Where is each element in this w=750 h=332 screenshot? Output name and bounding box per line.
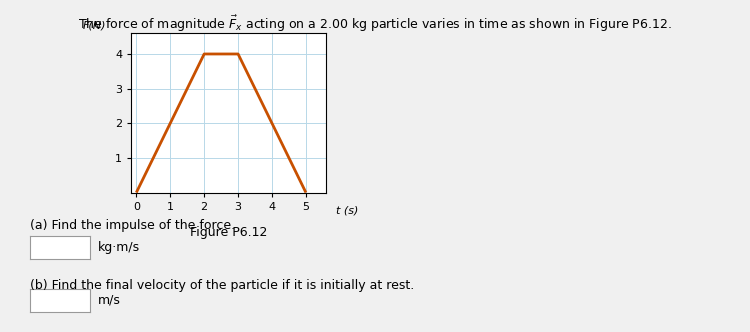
Text: t (s): t (s) (336, 205, 358, 215)
Text: The force of magnitude $\vec{F}_x$ acting on a 2.00 kg particle varies in time a: The force of magnitude $\vec{F}_x$ actin… (78, 13, 672, 34)
Text: (a) Find the impulse of the force.: (a) Find the impulse of the force. (30, 219, 236, 232)
Text: F(N): F(N) (82, 20, 106, 30)
Text: Figure P6.12: Figure P6.12 (190, 226, 268, 239)
Text: m/s: m/s (98, 294, 120, 307)
Text: kg·m/s: kg·m/s (98, 241, 140, 254)
Text: (b) Find the final velocity of the particle if it is initially at rest.: (b) Find the final velocity of the parti… (30, 279, 414, 292)
